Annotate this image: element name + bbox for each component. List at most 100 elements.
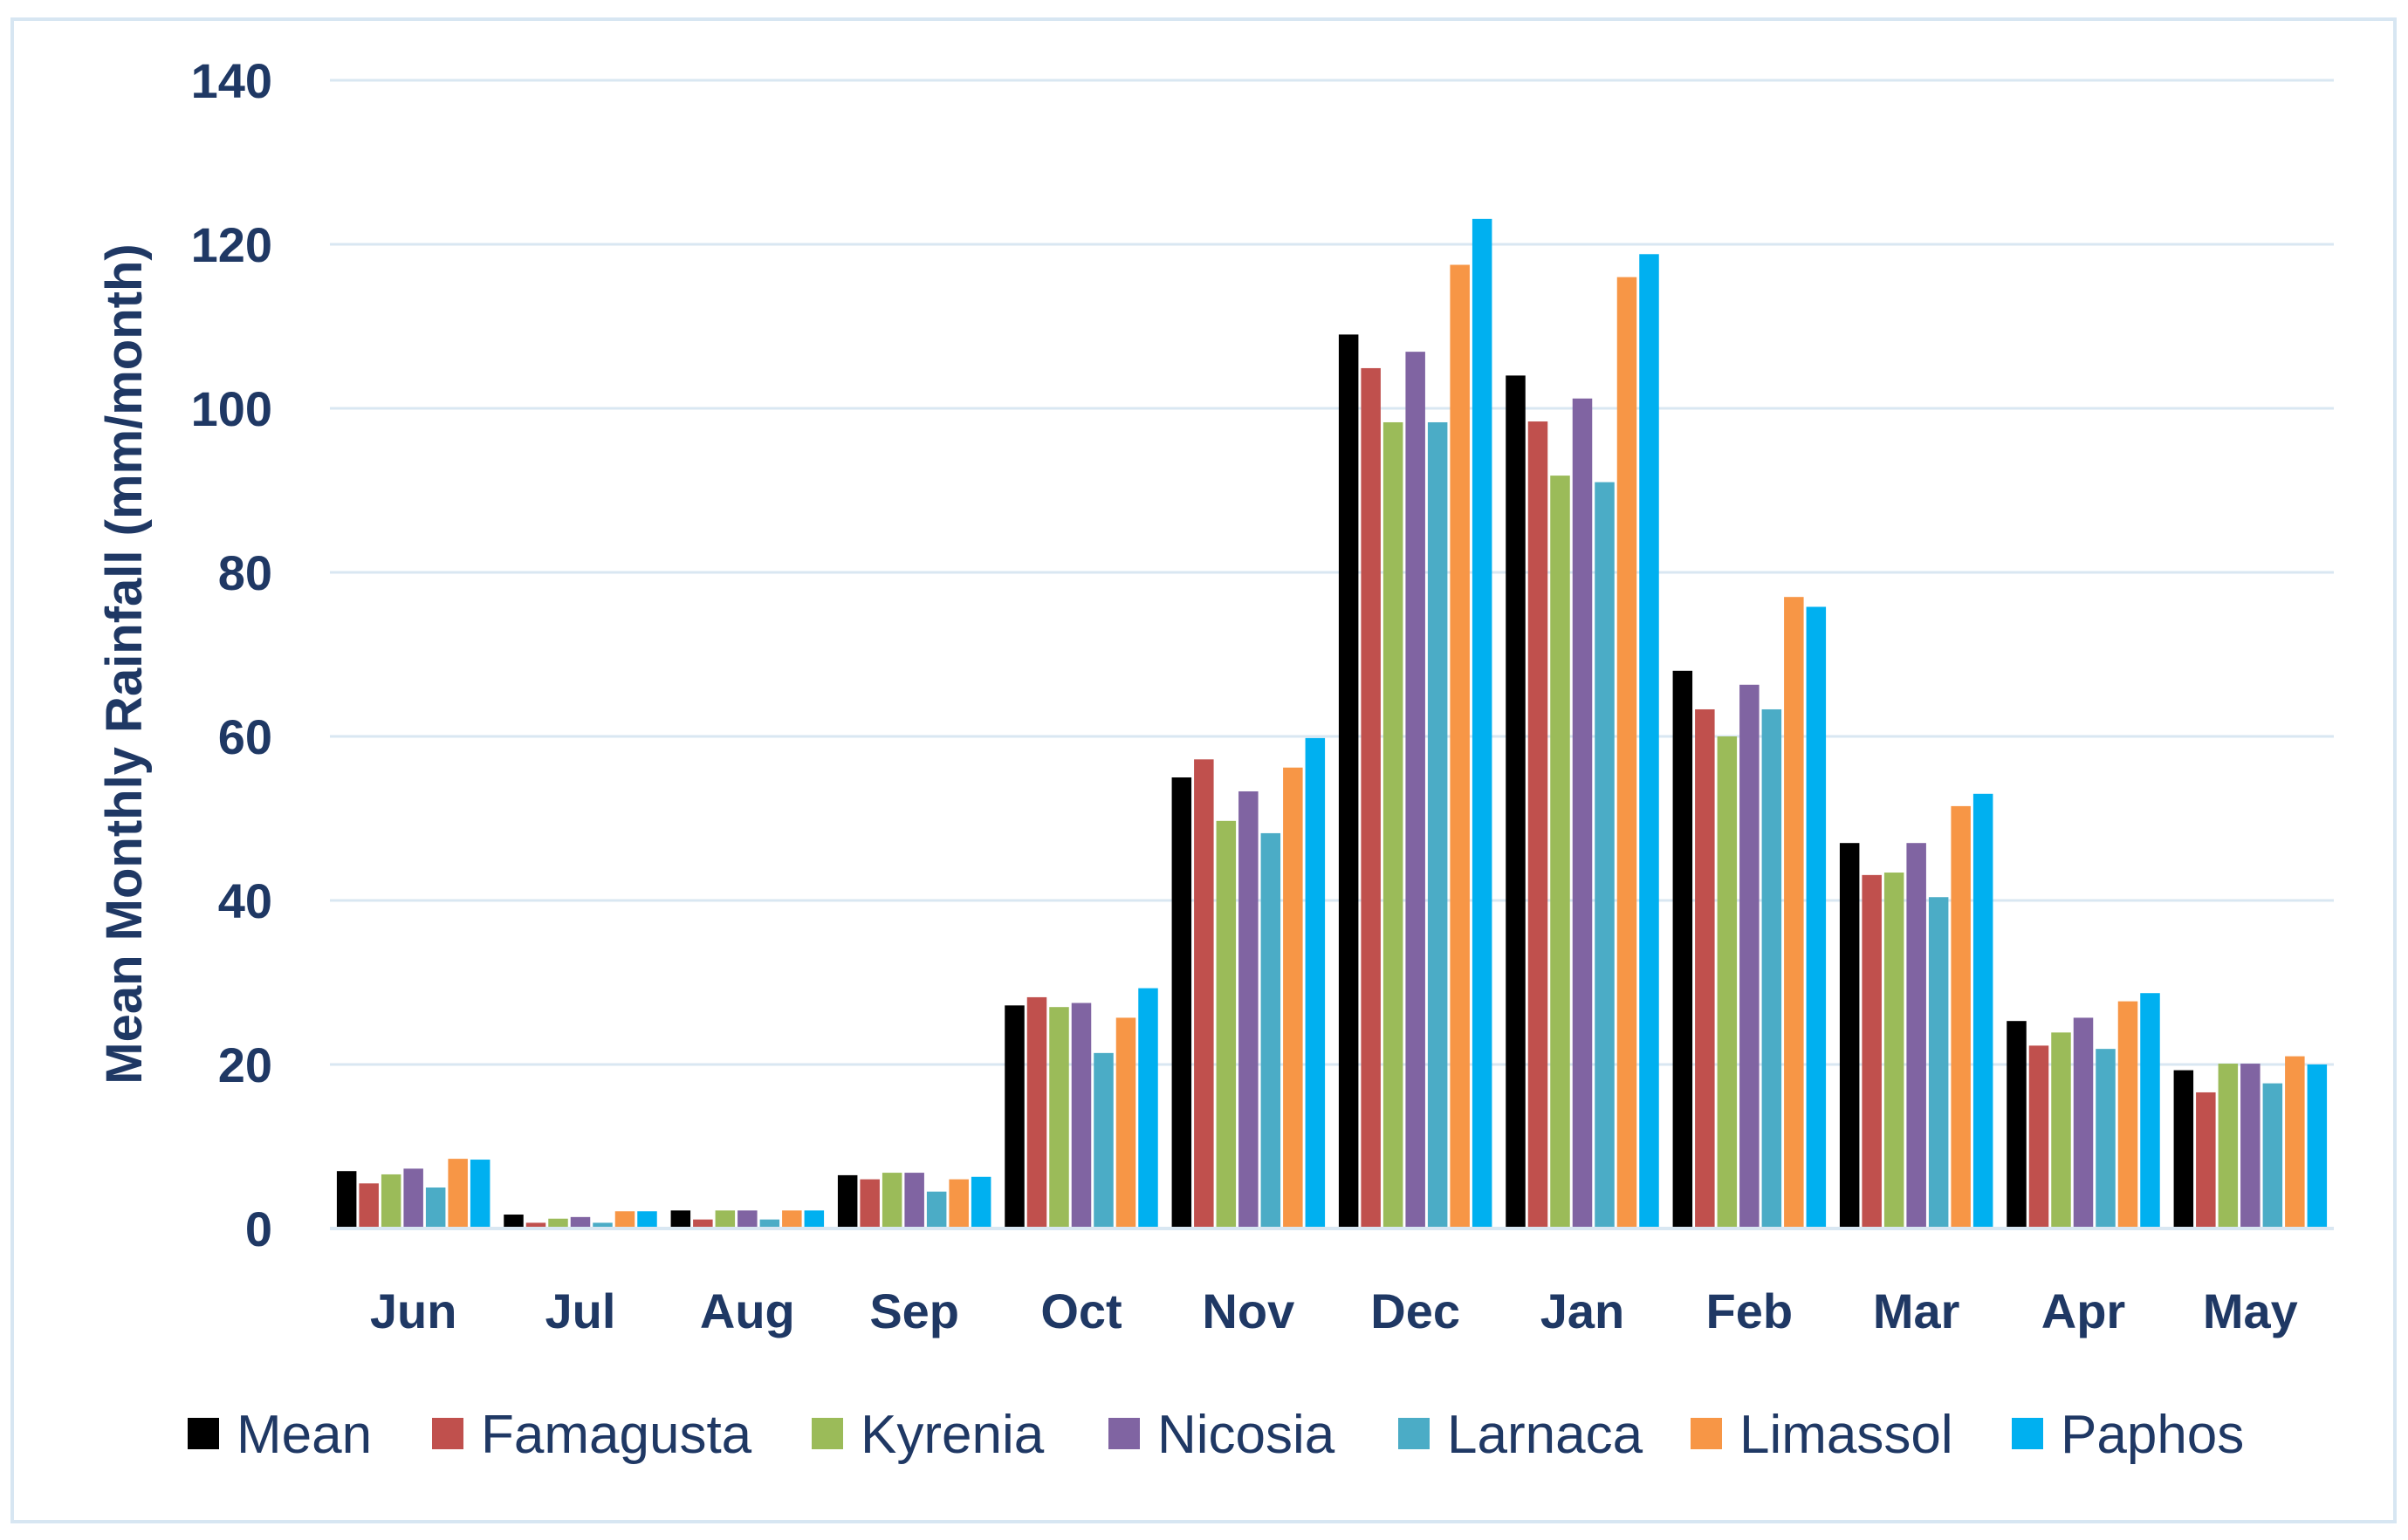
bar-mean-may [2173, 1070, 2194, 1229]
x-axis-ticks: Jun Jul Aug Sep Oct Nov Dec Jan Feb Mar Apr May [370, 1283, 2298, 1338]
bar-paphos-feb [1806, 606, 1827, 1229]
bar-paphos-dec [1472, 218, 1492, 1229]
bar-kyrenia-feb [1717, 736, 1738, 1229]
bar-nicosia-jan [1572, 398, 1593, 1229]
bar-larnaca-apr [2096, 1049, 2116, 1229]
bar-mean-oct [1005, 1005, 1025, 1229]
bar-limassol-nov [1283, 767, 1303, 1229]
bar-limassol-jan [1616, 277, 1637, 1229]
bar-kyrenia-mar [1883, 873, 1904, 1229]
x-tick-label: Jun [370, 1283, 457, 1338]
bar-nicosia-aug [737, 1210, 758, 1229]
bar-paphos-may [2307, 1064, 2328, 1229]
bar-larnaca-oct [1094, 1052, 1114, 1229]
bar-mean-jun [336, 1171, 357, 1229]
bar-larnaca-aug [759, 1219, 780, 1229]
x-tick-label: Mar [1873, 1283, 1960, 1338]
bar-mean-aug [670, 1210, 691, 1229]
bar-limassol-dec [1450, 264, 1470, 1229]
x-tick-label: Sep [869, 1283, 959, 1338]
bars [336, 218, 2328, 1229]
bar-paphos-jun [470, 1160, 491, 1229]
x-tick-label: Dec [1370, 1283, 1460, 1338]
legend-label-limassol: Limassol [1739, 1405, 1953, 1465]
bar-famagusta-feb [1695, 708, 1715, 1229]
bar-limassol-oct [1115, 1017, 1136, 1229]
bar-famagusta-mar [1862, 874, 1882, 1229]
bar-larnaca-jan [1595, 482, 1615, 1229]
bar-famagusta-may [2196, 1092, 2216, 1229]
bar-larnaca-sep [926, 1191, 947, 1229]
legend-swatch-paphos [2012, 1418, 2043, 1449]
bar-larnaca-mar [1928, 897, 1949, 1229]
bar-limassol-may [2285, 1056, 2305, 1229]
bar-nicosia-nov [1238, 791, 1259, 1229]
bar-nicosia-jul [570, 1216, 591, 1229]
bar-nicosia-mar [1906, 843, 1926, 1229]
x-tick-label: Apr [2041, 1283, 2125, 1338]
bar-famagusta-jan [1527, 421, 1548, 1229]
legend-swatch-larnaca [1398, 1418, 1430, 1449]
bar-larnaca-jun [425, 1188, 446, 1229]
bar-mean-sep [837, 1174, 858, 1229]
bar-limassol-apr [2117, 1001, 2138, 1229]
bar-kyrenia-aug [715, 1210, 736, 1229]
x-tick-label: Oct [1040, 1283, 1122, 1338]
bar-limassol-mar [1951, 805, 1971, 1229]
bar-nicosia-apr [2073, 1017, 2094, 1229]
y-axis-ticks: 0 20 40 60 80 100 120 140 [191, 53, 272, 1256]
bar-limassol-sep [949, 1179, 969, 1229]
legend-swatch-limassol [1691, 1418, 1722, 1449]
legend: Mean Famagusta Kyrenia Nicosia Larnaca Limass… [188, 1405, 2244, 1465]
legend-label-mean: Mean [237, 1405, 372, 1465]
bar-nicosia-jun [403, 1168, 423, 1229]
legend-swatch-famagusta [432, 1418, 463, 1449]
bar-mean-apr [2007, 1021, 2027, 1229]
bar-mean-feb [1672, 670, 1693, 1229]
legend-swatch-kyrenia [812, 1418, 843, 1449]
bar-mean-jul [504, 1215, 524, 1229]
bar-larnaca-may [2262, 1083, 2283, 1229]
x-tick-label: Aug [700, 1283, 795, 1338]
bar-limassol-feb [1784, 597, 1804, 1229]
bar-mean-mar [1839, 843, 1860, 1229]
bar-kyrenia-jul [548, 1218, 568, 1229]
bar-famagusta-aug [693, 1219, 713, 1229]
bar-famagusta-oct [1026, 996, 1047, 1229]
bar-kyrenia-jan [1550, 476, 1570, 1229]
y-tick-label: 100 [191, 381, 272, 436]
y-tick-label: 40 [218, 873, 272, 928]
bar-paphos-jan [1639, 254, 1659, 1229]
legend-swatch-mean [188, 1418, 219, 1449]
bar-kyrenia-dec [1382, 421, 1403, 1229]
legend-swatch-nicosia [1108, 1418, 1140, 1449]
bar-famagusta-sep [860, 1179, 880, 1229]
bar-kyrenia-nov [1216, 820, 1237, 1229]
x-tick-label: May [2203, 1283, 2298, 1338]
bar-famagusta-jul [525, 1222, 546, 1229]
x-tick-label: Feb [1706, 1283, 1794, 1338]
bar-limassol-jul [614, 1211, 635, 1229]
bar-mean-nov [1171, 777, 1192, 1229]
bar-paphos-nov [1305, 737, 1326, 1229]
y-tick-label: 20 [218, 1037, 272, 1092]
legend-label-kyrenia: Kyrenia [861, 1405, 1045, 1465]
y-tick-label: 0 [245, 1201, 272, 1256]
x-tick-label: Jan [1540, 1283, 1625, 1338]
bar-larnaca-jul [593, 1222, 613, 1229]
bar-larnaca-nov [1260, 832, 1281, 1229]
bar-mean-dec [1338, 334, 1359, 1229]
x-tick-label: Nov [1202, 1283, 1294, 1338]
bar-kyrenia-oct [1049, 1007, 1069, 1229]
bar-paphos-aug [804, 1210, 825, 1229]
legend-label-nicosia: Nicosia [1157, 1405, 1335, 1465]
bar-kyrenia-sep [882, 1173, 902, 1229]
bar-famagusta-apr [2028, 1045, 2049, 1229]
bar-larnaca-feb [1761, 708, 1782, 1229]
y-tick-label: 60 [218, 709, 272, 764]
x-tick-label: Jul [545, 1283, 616, 1338]
bar-famagusta-dec [1361, 367, 1381, 1229]
y-tick-label: 140 [191, 53, 272, 108]
